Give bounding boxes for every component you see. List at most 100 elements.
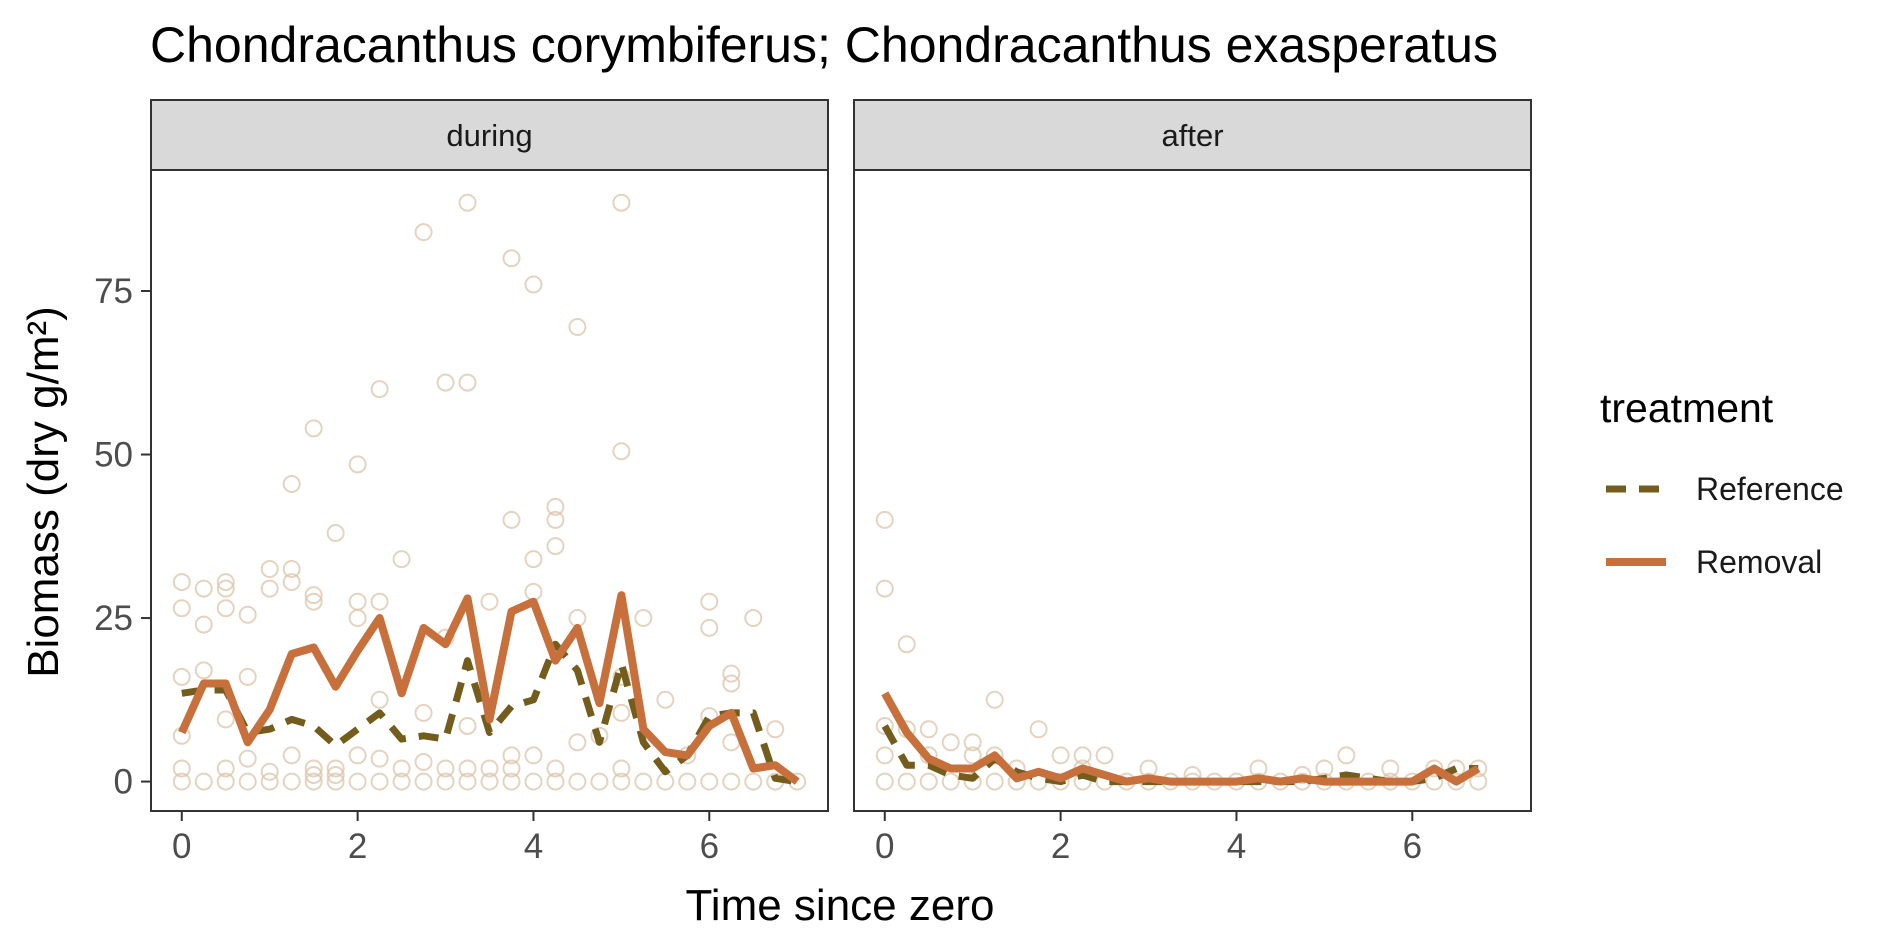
- legend: treatment Reference Removal: [1600, 385, 1844, 580]
- data-point: [612, 703, 631, 722]
- data-point: [744, 772, 763, 791]
- data-point: [370, 592, 389, 611]
- data-point: [568, 317, 587, 336]
- data-point: [1029, 720, 1048, 739]
- data-point: [502, 249, 521, 268]
- data-point: [172, 759, 191, 778]
- data-point: [348, 609, 367, 628]
- data-point: [458, 759, 477, 778]
- panel-during: during 0 2 4 6 0 25 50 75: [94, 99, 829, 866]
- data-point: [172, 772, 191, 791]
- data-point: [634, 772, 653, 791]
- legend-label-removal: Removal: [1696, 544, 1822, 580]
- series-line-removal: [881, 691, 1481, 786]
- facet-strip-label: after: [1161, 118, 1223, 153]
- data-point: [282, 474, 301, 493]
- x-tick-label: 6: [1403, 827, 1422, 866]
- legend-label-reference: Reference: [1696, 471, 1844, 507]
- data-point: [282, 772, 301, 791]
- data-point: [875, 579, 894, 598]
- data-point: [414, 223, 433, 242]
- data-point: [304, 592, 323, 611]
- data-point: [700, 772, 719, 791]
- data-point: [524, 275, 543, 294]
- data-point: [260, 579, 279, 598]
- data-point: [216, 710, 235, 729]
- data-point: [1337, 746, 1356, 765]
- data-point: [392, 550, 411, 569]
- data-point: [875, 716, 894, 735]
- data-point: [458, 193, 477, 212]
- data-point: [875, 510, 894, 529]
- data-point: [238, 772, 257, 791]
- data-point: [1447, 772, 1466, 791]
- data-point: [216, 599, 235, 618]
- data-point: [678, 772, 697, 791]
- data-point: [546, 497, 565, 516]
- data-point: [260, 559, 279, 578]
- facet-strip-label: during: [446, 118, 532, 153]
- data-point: [172, 667, 191, 686]
- y-tick-label: 0: [114, 763, 133, 802]
- data-point: [216, 573, 235, 592]
- x-tick-label: 0: [875, 827, 894, 866]
- data-point: [700, 618, 719, 637]
- data-point: [326, 772, 345, 791]
- data-point: [1425, 772, 1444, 791]
- data-point: [612, 442, 631, 461]
- data-point: [1095, 746, 1114, 765]
- data-point: [1469, 772, 1488, 791]
- chart-title: Chondracanthus corymbiferus; Chondracant…: [150, 17, 1498, 73]
- data-point: [260, 762, 279, 781]
- data-point: [414, 772, 433, 791]
- data-point: [348, 746, 367, 765]
- data-point: [1381, 759, 1400, 778]
- series-line-reference: [181, 640, 798, 786]
- y-axis-title: Biomass (dry g/m²): [19, 306, 68, 678]
- y-tick-label: 75: [94, 272, 133, 311]
- data-point: [919, 720, 938, 739]
- data-point: [634, 609, 653, 628]
- data-point: [436, 373, 455, 392]
- data-point: [414, 752, 433, 771]
- data-point: [612, 772, 631, 791]
- data-point: [1051, 746, 1070, 765]
- data-point: [392, 759, 411, 778]
- data-point: [216, 579, 235, 598]
- data-point: [392, 772, 411, 791]
- data-point: [194, 661, 213, 680]
- panel-after: after 0 2 4 6: [853, 99, 1532, 866]
- data-point: [326, 759, 345, 778]
- data-point: [722, 664, 741, 683]
- y-tick-label: 25: [94, 599, 133, 638]
- data-point: [304, 586, 323, 605]
- data-point: [282, 573, 301, 592]
- data-point: [897, 635, 916, 654]
- data-point: [370, 690, 389, 709]
- data-point: [985, 772, 1004, 791]
- data-point: [502, 759, 521, 778]
- data-point: [326, 766, 345, 785]
- data-point: [722, 772, 741, 791]
- data-point: [963, 746, 982, 765]
- data-point: [194, 579, 213, 598]
- data-point: [568, 733, 587, 752]
- legend-title: treatment: [1600, 385, 1774, 431]
- data-point: [194, 772, 213, 791]
- data-point: [370, 772, 389, 791]
- data-point: [744, 609, 763, 628]
- data-point: [282, 559, 301, 578]
- x-tick-label: 4: [1227, 827, 1246, 866]
- data-point: [546, 772, 565, 791]
- data-point: [304, 419, 323, 438]
- x-tick-label: 0: [172, 827, 191, 866]
- data-point: [963, 772, 982, 791]
- data-point: [941, 772, 960, 791]
- data-point: [348, 455, 367, 474]
- data-point: [941, 733, 960, 752]
- facet-strip: [150, 99, 829, 171]
- series-line-removal: [178, 591, 800, 785]
- data-point: [436, 772, 455, 791]
- data-point: [590, 772, 609, 791]
